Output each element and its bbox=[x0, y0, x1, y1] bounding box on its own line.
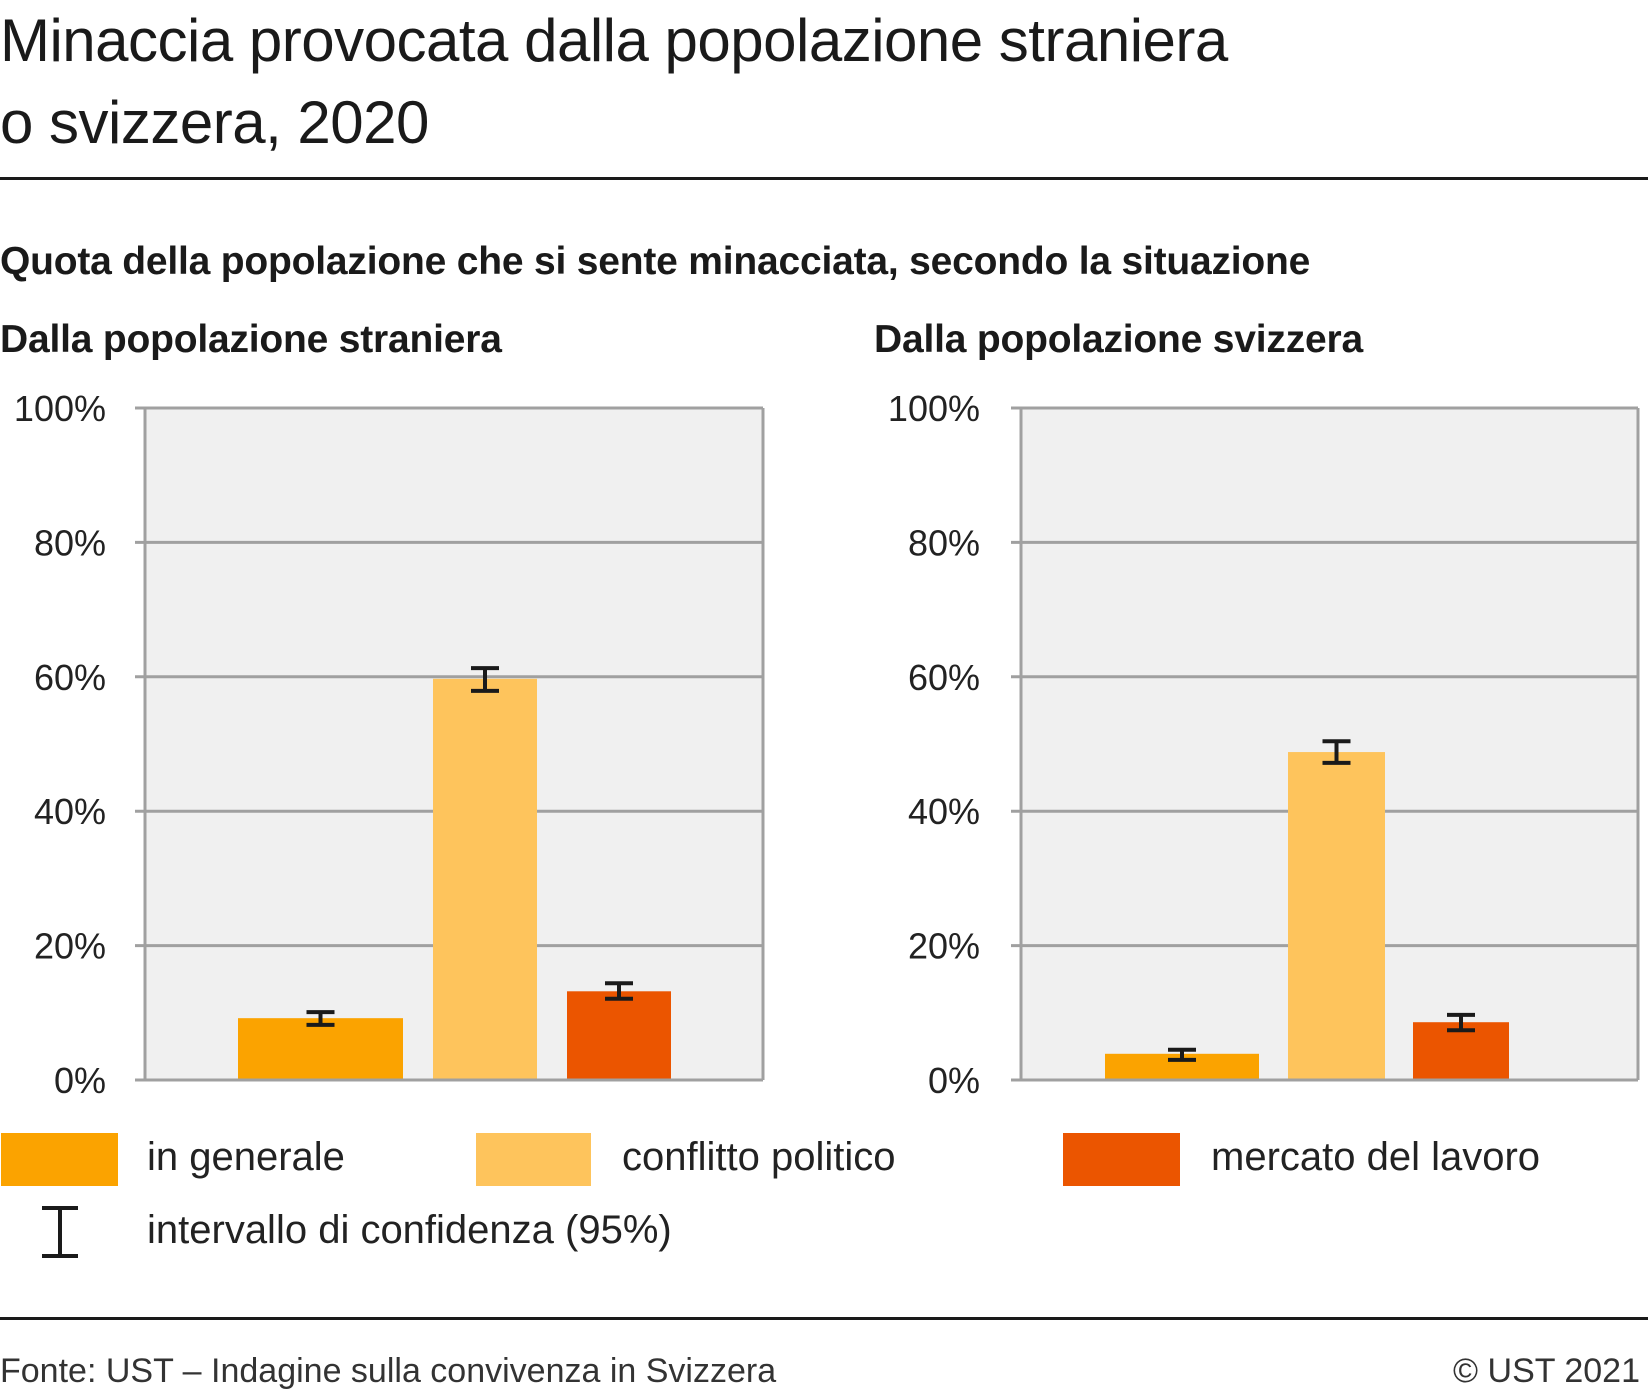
chart-title-line-1: Minaccia provocata dalla popolazione str… bbox=[0, 7, 1228, 74]
y-tick-label: 0% bbox=[928, 1060, 980, 1101]
footer-copyright: © UST 2021 bbox=[1453, 1352, 1640, 1390]
bar-conflitto-politico bbox=[1288, 752, 1385, 1079]
y-tick-label: 100% bbox=[14, 388, 106, 429]
legend-swatch-conflitto-politico bbox=[476, 1133, 591, 1186]
y-tick-label: 60% bbox=[34, 657, 106, 698]
error-bar-mercato-del-lavoro bbox=[605, 981, 633, 1001]
legend-swatch-in-generale bbox=[1, 1133, 118, 1186]
legend-label-conflitto-politico: conflitto politico bbox=[622, 1135, 896, 1179]
error-bar-conflitto-politico bbox=[471, 666, 499, 693]
chart-title-line-2: o svizzera, 2020 bbox=[0, 89, 429, 156]
error-bar-mercato-del-lavoro bbox=[1447, 1012, 1475, 1033]
y-tick-label: 60% bbox=[908, 657, 980, 698]
footer-divider bbox=[0, 1317, 1648, 1320]
error-bar-conflitto-politico bbox=[1322, 739, 1351, 765]
legend-swatch-mercato-del-lavoro bbox=[1063, 1133, 1180, 1186]
y-tick-label: 80% bbox=[908, 522, 980, 563]
title-divider bbox=[0, 177, 1648, 180]
bar-conflitto-politico bbox=[433, 678, 537, 1079]
bar-in-generale bbox=[238, 1018, 403, 1079]
bar-mercato-del-lavoro bbox=[567, 991, 671, 1079]
chart-title: Minaccia provocata dalla popolazione str… bbox=[0, 0, 1648, 164]
y-tick-label: 0% bbox=[54, 1060, 106, 1101]
legend-label-in-generale: in generale bbox=[147, 1135, 345, 1179]
y-tick-label: 20% bbox=[34, 926, 106, 967]
footer-source: Fonte: UST – Indagine sulla convivenza i… bbox=[0, 1352, 777, 1390]
legend-label-mercato-del-lavoro: mercato del lavoro bbox=[1211, 1135, 1541, 1179]
error-bar-in-generale bbox=[306, 1010, 335, 1027]
panel-swiss: 0% 20% 40% 60% 80% 100% bbox=[888, 388, 1640, 1101]
chart-subtitle: Quota della popolazione che si sente min… bbox=[0, 240, 1311, 283]
error-bar-in-generale bbox=[1168, 1047, 1196, 1062]
y-tick-label: 20% bbox=[908, 926, 980, 967]
panel-title-foreign: Dalla popolazione straniera bbox=[0, 318, 502, 361]
y-tick-label: 100% bbox=[888, 388, 980, 429]
y-tick-label: 40% bbox=[34, 791, 106, 832]
confidence-interval-icon bbox=[42, 1206, 78, 1258]
y-tick-label: 80% bbox=[34, 522, 106, 563]
panel-title-swiss: Dalla popolazione svizzera bbox=[874, 318, 1363, 361]
panel-foreign: 0% 20% 40% 60% 80% 100% bbox=[14, 388, 765, 1101]
legend-label-confidence-interval: intervallo di confidenza (95%) bbox=[147, 1208, 672, 1252]
y-tick-label: 40% bbox=[908, 791, 980, 832]
